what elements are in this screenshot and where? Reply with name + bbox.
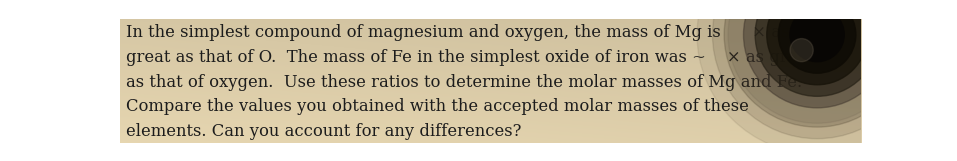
Text: In the simplest compound of magnesium and oxygen, the mass of Mg is      × as: In the simplest compound of magnesium an… — [125, 24, 789, 41]
Circle shape — [790, 39, 813, 62]
Circle shape — [744, 0, 891, 108]
Text: Compare the values you obtained with the accepted molar masses of these: Compare the values you obtained with the… — [125, 98, 748, 115]
Text: elements. Can you account for any differences?: elements. Can you account for any differ… — [125, 123, 521, 140]
Circle shape — [767, 0, 867, 85]
Circle shape — [724, 0, 910, 127]
Text: great as that of O.  The mass of Fe in the simplest oxide of iron was ~    × as : great as that of O. The mass of Fe in th… — [125, 49, 813, 66]
Circle shape — [790, 8, 844, 62]
Circle shape — [755, 0, 879, 96]
Text: as that of oxygen.  Use these ratios to determine the molar masses of Mg and Fe.: as that of oxygen. Use these ratios to d… — [125, 74, 802, 90]
Circle shape — [728, 0, 906, 123]
Circle shape — [778, 0, 856, 73]
Circle shape — [697, 0, 937, 154]
Circle shape — [713, 0, 922, 139]
